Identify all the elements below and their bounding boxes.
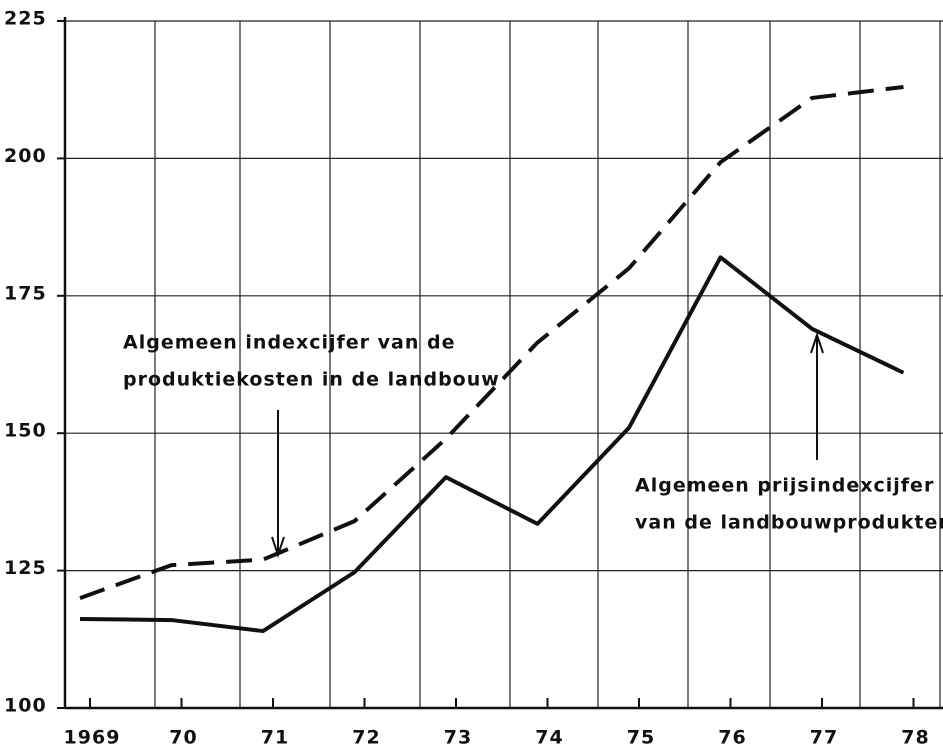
y-tick-label: 225 [4, 8, 47, 30]
x-tick-label: 71 [261, 727, 289, 749]
annotation: Algemeen indexcijfer van de [123, 332, 455, 354]
annotation: produktiekosten in de landbouw [123, 369, 500, 391]
data-line [79, 84, 904, 600]
x-tick-label: 75 [627, 727, 655, 749]
y-tick-label: 125 [4, 557, 47, 579]
x-tick-label: 76 [718, 727, 746, 749]
x-tick-label: 70 [169, 727, 197, 749]
x-tick-label: 74 [535, 727, 563, 749]
y-tick-label: 100 [4, 695, 47, 717]
x-tick-label: 1969 [64, 727, 121, 749]
annotation: van de landbouwprodukten [635, 512, 943, 534]
arrow-head [810, 331, 824, 354]
x-tick-label: 72 [352, 727, 380, 749]
annotation: Algemeen prijsindexcijfer [635, 475, 934, 497]
y-tick-label: 200 [4, 145, 47, 167]
x-tick-label: 78 [901, 727, 929, 749]
data-line [79, 255, 905, 634]
x-tick-label: 77 [810, 727, 838, 749]
arrow-head [271, 536, 285, 559]
y-tick-label: 175 [4, 282, 47, 304]
x-tick-label: 73 [444, 727, 472, 749]
y-tick-label: 150 [4, 420, 47, 442]
